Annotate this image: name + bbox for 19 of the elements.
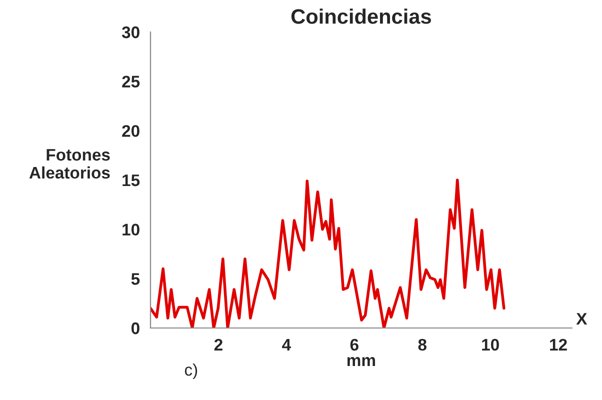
y-tick-label: 10	[122, 224, 140, 236]
x-tick-label: 10	[482, 338, 499, 351]
y-tick-label: 30	[122, 26, 140, 38]
x-tick-label: 4	[282, 339, 291, 350]
x-tick-label: 2	[214, 338, 222, 350]
x-tick-label: 6	[350, 338, 358, 351]
y-tick-label: 15	[122, 174, 140, 186]
text: X	[576, 313, 588, 325]
x-axis-title: mm	[347, 357, 375, 366]
x-tick-label: 12	[550, 338, 567, 350]
chart-title: Coincidencias	[291, 8, 431, 24]
y-tick-label: 0	[131, 322, 140, 334]
y-tick-label: 20	[122, 125, 140, 137]
y-axis-title: Fotones Aleatorios	[29, 149, 110, 179]
y-tick-label: 5	[131, 273, 140, 285]
text: c)	[184, 364, 198, 380]
y-tick-label: 25	[122, 76, 140, 88]
line-series	[150, 178, 506, 328]
x-tick-label: 8	[418, 338, 426, 351]
